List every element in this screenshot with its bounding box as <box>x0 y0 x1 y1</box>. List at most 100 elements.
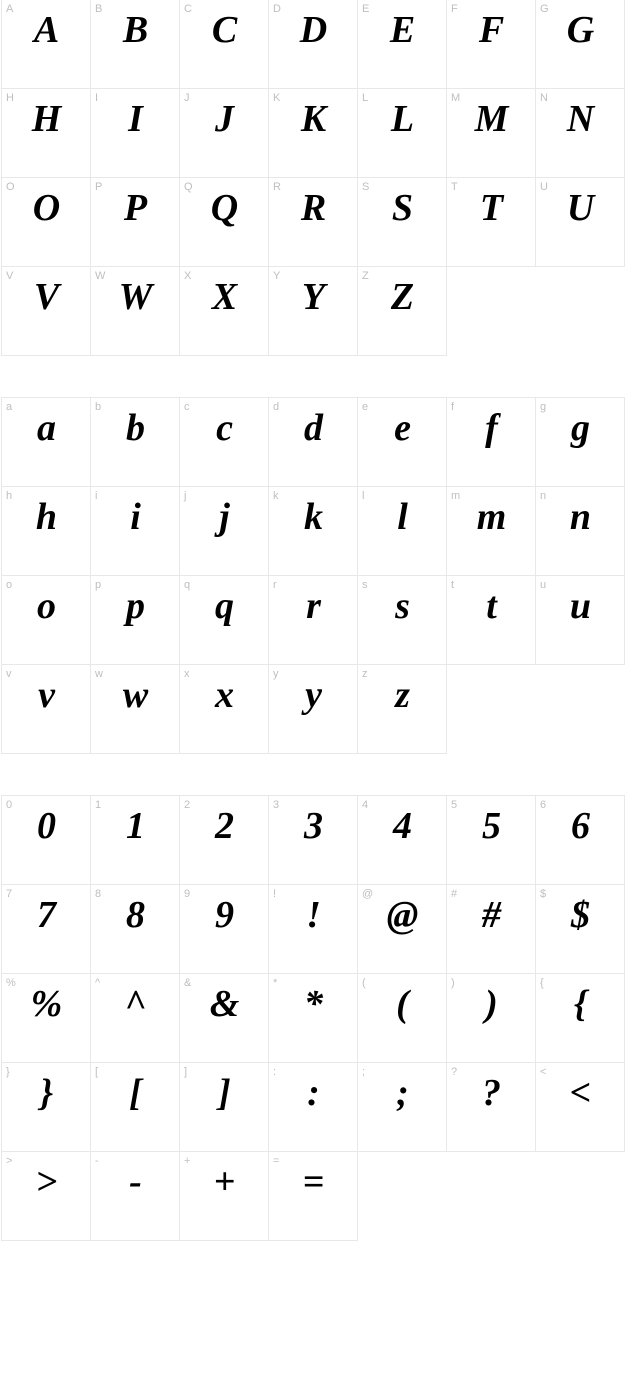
glyph-cell: YY <box>268 266 358 356</box>
glyph-cell: QQ <box>179 177 269 267</box>
glyph-cell: ++ <box>179 1151 269 1241</box>
glyph-cell: BB <box>90 0 180 89</box>
glyph-character: d <box>269 406 357 450</box>
glyph-character: + <box>180 1160 268 1204</box>
glyph-character: z <box>358 673 446 717</box>
glyph-character: U <box>536 186 624 230</box>
glyph-character: i <box>91 495 179 539</box>
glyph-character: : <box>269 1071 357 1115</box>
glyph-character: { <box>536 982 624 1026</box>
glyph-cell: PP <box>90 177 180 267</box>
glyph-cell: ?? <box>446 1062 536 1152</box>
glyph-character: u <box>536 584 624 628</box>
glyph-cell: == <box>268 1151 358 1241</box>
glyph-character: p <box>91 584 179 628</box>
glyph-cell: hh <box>1 486 91 576</box>
glyph-cell: @@ <box>357 884 447 974</box>
glyph-character: 0 <box>2 804 90 848</box>
glyph-cell: && <box>179 973 269 1063</box>
glyph-cell: ## <box>446 884 536 974</box>
glyph-cell: cc <box>179 397 269 487</box>
glyph-cell: aa <box>1 397 91 487</box>
glyph-cell: DD <box>268 0 358 89</box>
glyph-cell: 44 <box>357 795 447 885</box>
glyph-cell: 77 <box>1 884 91 974</box>
glyph-cell: ** <box>268 973 358 1063</box>
glyph-cell: 66 <box>535 795 625 885</box>
glyph-character: ! <box>269 893 357 937</box>
glyph-cell: {{ <box>535 973 625 1063</box>
glyph-cell: >> <box>1 1151 91 1241</box>
glyph-cell: ff <box>446 397 536 487</box>
section-uppercase: AABBCCDDEEFFGGHHIIJJKKLLMMNNOOPPQQRRSSTT… <box>2 0 632 356</box>
glyph-cell: vv <box>1 664 91 754</box>
glyph-cell: ZZ <box>357 266 447 356</box>
glyph-character: H <box>2 97 90 141</box>
glyph-character: R <box>269 186 357 230</box>
glyph-character: E <box>358 8 446 52</box>
glyph-cell: ss <box>357 575 447 665</box>
glyph-character: Q <box>180 186 268 230</box>
glyph-character: N <box>536 97 624 141</box>
glyph-character: y <box>269 673 357 717</box>
glyph-cell: << <box>535 1062 625 1152</box>
glyph-cell: (( <box>357 973 447 1063</box>
glyph-character: M <box>447 97 535 141</box>
glyph-cell: ww <box>90 664 180 754</box>
glyph-character: < <box>536 1071 624 1115</box>
glyph-cell: !! <box>268 884 358 974</box>
section-numbers-symbols: 00112233445566778899!!@@##$$%%^^&&**(())… <box>2 796 632 1241</box>
glyph-character: W <box>91 275 179 319</box>
glyph-cell: II <box>90 88 180 178</box>
glyph-character: w <box>91 673 179 717</box>
glyph-cell: CC <box>179 0 269 89</box>
glyph-cell: LL <box>357 88 447 178</box>
glyph-cell: NN <box>535 88 625 178</box>
glyph-character: t <box>447 584 535 628</box>
glyph-cell: 22 <box>179 795 269 885</box>
glyph-character: 7 <box>2 893 90 937</box>
glyph-character: A <box>2 8 90 52</box>
section-spacer <box>0 754 640 796</box>
glyph-cell: tt <box>446 575 536 665</box>
glyph-character: ? <box>447 1071 535 1115</box>
glyph-cell: TT <box>446 177 536 267</box>
glyph-character: l <box>358 495 446 539</box>
glyph-cell: [[ <box>90 1062 180 1152</box>
glyph-character: 1 <box>91 804 179 848</box>
glyph-cell: RR <box>268 177 358 267</box>
glyph-character: > <box>2 1160 90 1204</box>
glyph-cell: 88 <box>90 884 180 974</box>
glyph-character: f <box>447 406 535 450</box>
glyph-character: G <box>536 8 624 52</box>
glyph-character: $ <box>536 893 624 937</box>
glyph-character: 8 <box>91 893 179 937</box>
glyph-cell: bb <box>90 397 180 487</box>
glyph-cell: WW <box>90 266 180 356</box>
glyph-character: S <box>358 186 446 230</box>
glyph-cell: JJ <box>179 88 269 178</box>
glyph-cell: kk <box>268 486 358 576</box>
glyph-cell: :: <box>268 1062 358 1152</box>
glyph-cell: HH <box>1 88 91 178</box>
glyph-character: 9 <box>180 893 268 937</box>
glyph-character: c <box>180 406 268 450</box>
glyph-cell: FF <box>446 0 536 89</box>
glyph-character: m <box>447 495 535 539</box>
glyph-cell: yy <box>268 664 358 754</box>
glyph-character: P <box>91 186 179 230</box>
glyph-character: n <box>536 495 624 539</box>
glyph-cell: xx <box>179 664 269 754</box>
glyph-cell: UU <box>535 177 625 267</box>
glyph-cell: oo <box>1 575 91 665</box>
glyph-character: x <box>180 673 268 717</box>
glyph-cell: mm <box>446 486 536 576</box>
glyph-character: F <box>447 8 535 52</box>
glyph-character: ) <box>447 982 535 1026</box>
glyph-character: 4 <box>358 804 446 848</box>
glyph-character: V <box>2 275 90 319</box>
glyph-character: ^ <box>91 982 179 1026</box>
glyph-cell: ^^ <box>90 973 180 1063</box>
glyph-character: Y <box>269 275 357 319</box>
glyph-character: [ <box>91 1071 179 1115</box>
